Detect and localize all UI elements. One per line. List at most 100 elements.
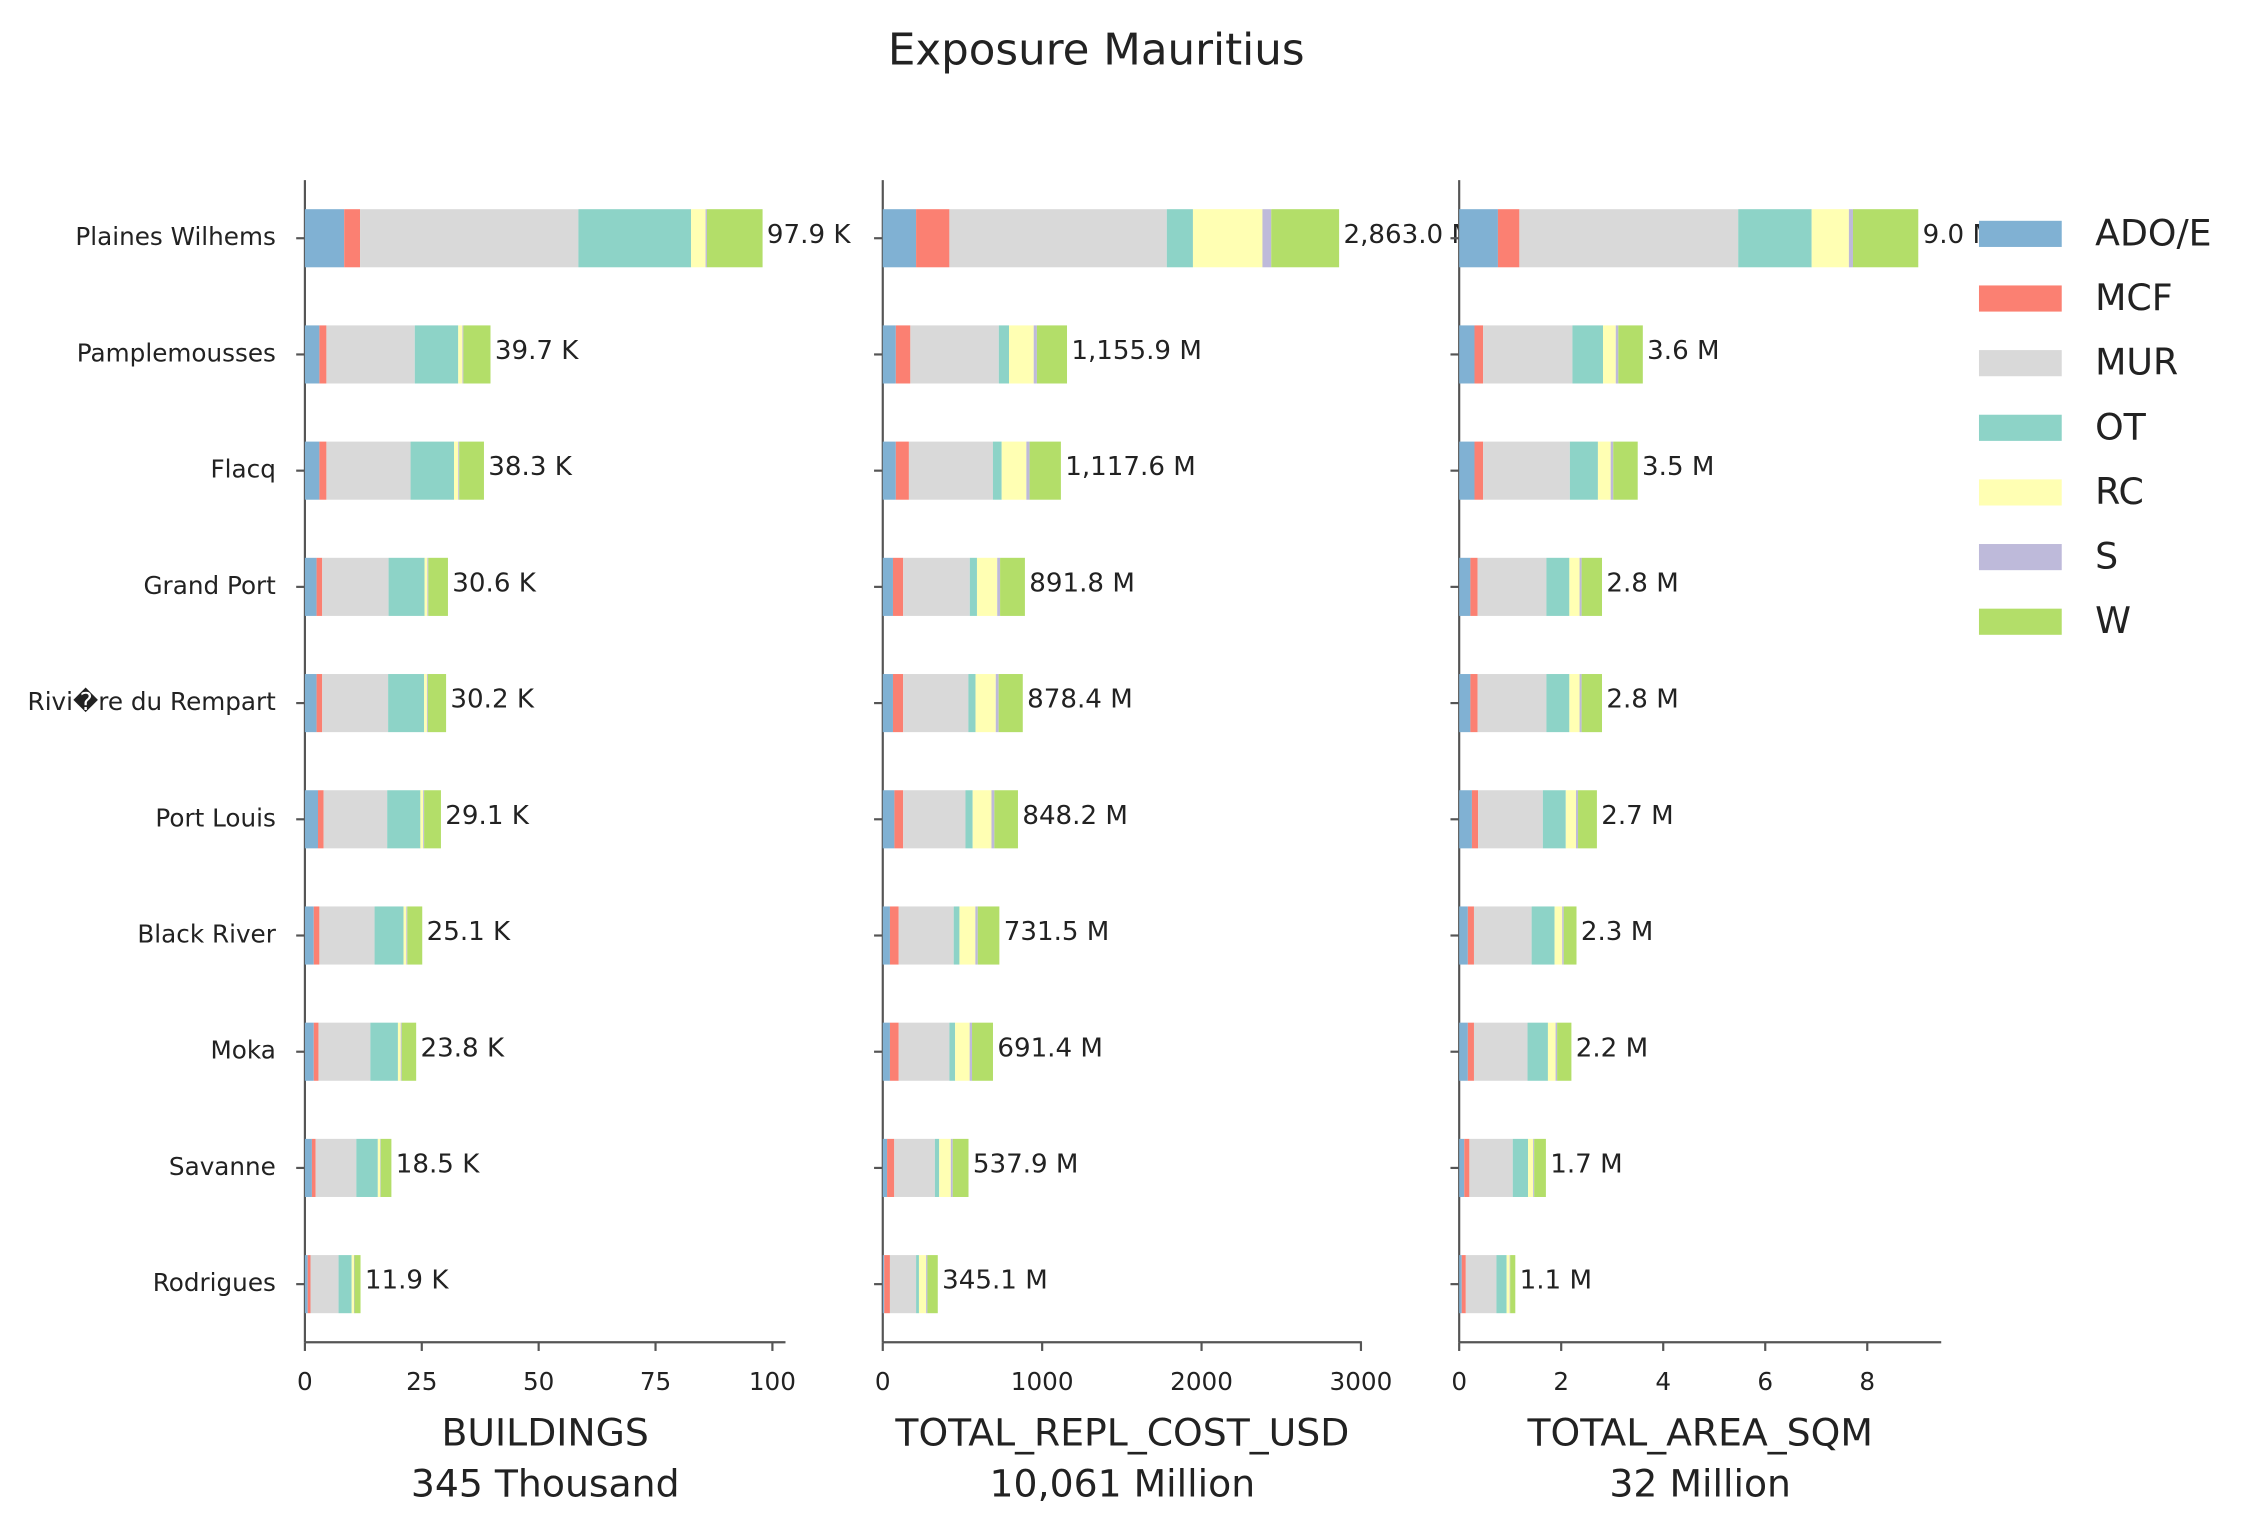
bar-segment xyxy=(323,790,388,849)
bar-segment xyxy=(1461,1255,1466,1314)
bar-segment xyxy=(1459,325,1475,384)
bar-segment xyxy=(882,557,893,616)
bar-segment xyxy=(1531,906,1555,965)
bar-segment xyxy=(952,1138,969,1197)
y-tick-label: Moka xyxy=(211,1036,276,1065)
total-label: 3.6 M xyxy=(1647,336,1719,366)
bar-segment xyxy=(1026,441,1030,500)
x-tick-label: 25 xyxy=(406,1367,437,1396)
bar-segment xyxy=(1569,674,1580,733)
bar-segment xyxy=(1474,441,1484,500)
bar-segment xyxy=(1474,325,1484,384)
y-tick-label: Savanne xyxy=(169,1152,276,1181)
bar-segment xyxy=(882,325,896,384)
bar-segment xyxy=(882,1022,890,1081)
bar-segment xyxy=(949,209,1167,268)
chart-title: Exposure Mauritius xyxy=(888,25,1305,75)
bar-segment xyxy=(458,441,460,500)
bar-segment xyxy=(975,906,978,965)
bar-segment xyxy=(894,1138,935,1197)
total-label: 38.3 K xyxy=(488,452,572,482)
y-tick-label: Rivi�re du Rempart xyxy=(28,687,277,716)
bar-segment xyxy=(926,1255,928,1314)
total-label: 30.2 K xyxy=(450,685,534,715)
bar-segment xyxy=(463,325,491,384)
bar-segment xyxy=(578,209,692,268)
bar-segment xyxy=(426,674,428,733)
legend-label: MCF xyxy=(2095,276,2173,319)
bar-segment xyxy=(955,1022,970,1081)
bar-segment xyxy=(1519,209,1739,268)
bar-segment xyxy=(994,790,1018,849)
legend-swatch xyxy=(1978,608,2062,635)
bar-segment xyxy=(401,1022,417,1081)
bar-segment xyxy=(1497,209,1520,268)
bar-segment xyxy=(691,209,706,268)
bar-segment xyxy=(976,557,998,616)
bar-segment xyxy=(903,674,969,733)
bar-segment xyxy=(459,441,484,500)
legend-swatch xyxy=(1978,479,2062,506)
y-tick-label: Plaines Wilhems xyxy=(75,222,275,251)
bar-segment xyxy=(895,325,911,384)
bar-segment xyxy=(307,1255,311,1314)
bar-segment xyxy=(1597,441,1611,500)
bar-segment xyxy=(304,906,314,965)
bar-segment xyxy=(338,1255,352,1314)
total-label: 18.5 K xyxy=(396,1150,480,1180)
bar-segment xyxy=(1610,441,1614,500)
bar-segment xyxy=(1547,1022,1556,1081)
bar-segment xyxy=(1262,209,1272,268)
bar-segment xyxy=(427,674,447,733)
bar-segment xyxy=(1554,906,1563,965)
bar-segment xyxy=(424,557,428,616)
total-label: 3.5 M xyxy=(1642,452,1714,482)
bar-segment xyxy=(934,1138,940,1197)
total-label: 97.9 K xyxy=(767,220,851,250)
bar-segment xyxy=(882,906,890,965)
bar-segment xyxy=(1575,790,1579,849)
bar-segment xyxy=(387,790,421,849)
total-label: 691.4 M xyxy=(997,1033,1103,1063)
x-tick-label: 1000 xyxy=(1011,1367,1074,1396)
bar-segment xyxy=(380,1138,392,1197)
bar-segment xyxy=(1459,209,1498,268)
bar-segment xyxy=(939,1138,951,1197)
bar-segment xyxy=(997,557,1001,616)
bar-segment xyxy=(1459,557,1471,616)
bar-segment xyxy=(377,1138,381,1197)
bar-segment xyxy=(1477,674,1547,733)
bar-segment xyxy=(311,1138,316,1197)
bar-segment xyxy=(1581,674,1603,733)
bar-segment xyxy=(406,906,408,965)
bar-segment xyxy=(1001,441,1027,500)
bar-segment xyxy=(1603,325,1616,384)
bar-segment xyxy=(313,906,320,965)
bar-segment xyxy=(1483,441,1570,500)
bar-segment xyxy=(972,790,992,849)
x-tick-label: 2 xyxy=(1553,1367,1569,1396)
total-label: 1.1 M xyxy=(1520,1266,1592,1296)
bar-segment xyxy=(705,209,707,268)
bar-segment xyxy=(1033,325,1037,384)
bar-segment xyxy=(424,790,441,849)
bar-segment xyxy=(326,325,415,384)
bar-segment xyxy=(304,1255,308,1314)
total-label: 23.8 K xyxy=(421,1033,505,1063)
bar-segment xyxy=(1166,209,1193,268)
bar-segment xyxy=(351,1255,354,1314)
legend-label: ADO/E xyxy=(2095,211,2211,254)
x-tick-label: 0 xyxy=(1451,1367,1467,1396)
bar-segment xyxy=(1848,209,1853,268)
total-label: 891.8 M xyxy=(1029,568,1135,598)
bar-segment xyxy=(319,325,327,384)
total-label: 25.1 K xyxy=(427,917,511,947)
legend-swatch xyxy=(1978,350,2062,377)
bar-segment xyxy=(882,1255,885,1314)
bar-segment xyxy=(315,1138,357,1197)
bar-segment xyxy=(892,674,904,733)
bar-segment xyxy=(887,1138,895,1197)
bar-segment xyxy=(1613,441,1638,500)
bar-segment xyxy=(1579,557,1582,616)
